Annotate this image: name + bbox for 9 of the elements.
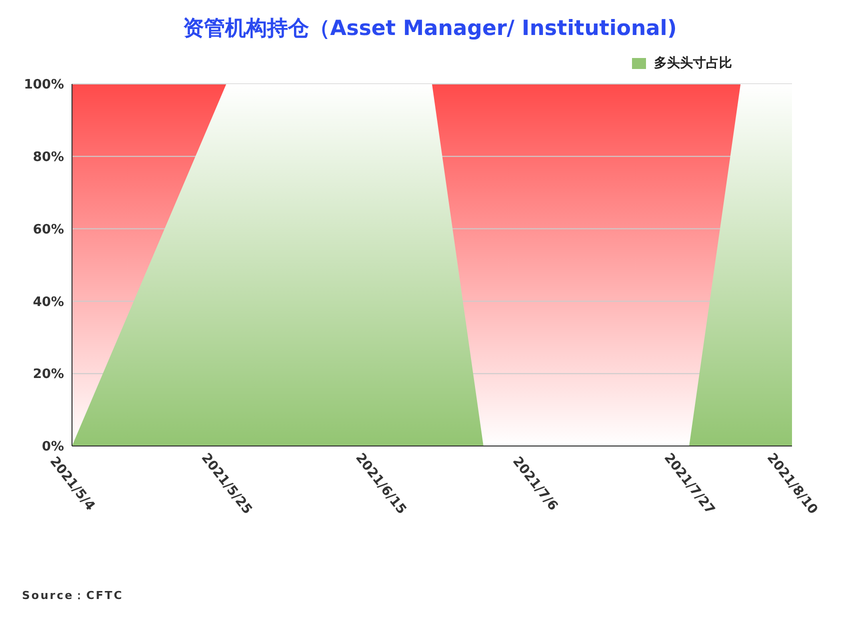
y-tick-label: 0%: [42, 440, 64, 455]
y-tick-label: 60%: [32, 222, 64, 238]
y-tick-label: 40%: [32, 294, 64, 310]
y-tick-label: 80%: [32, 150, 64, 166]
source-note: Source：CFTC: [22, 588, 124, 603]
y-tick-label: 20%: [32, 367, 64, 382]
chart-title: 资管机构持仓（Asset Manager/ Institutional): [182, 15, 678, 42]
legend-label: 多头头寸占比: [653, 55, 732, 72]
y-tick-label: 100%: [24, 78, 64, 93]
